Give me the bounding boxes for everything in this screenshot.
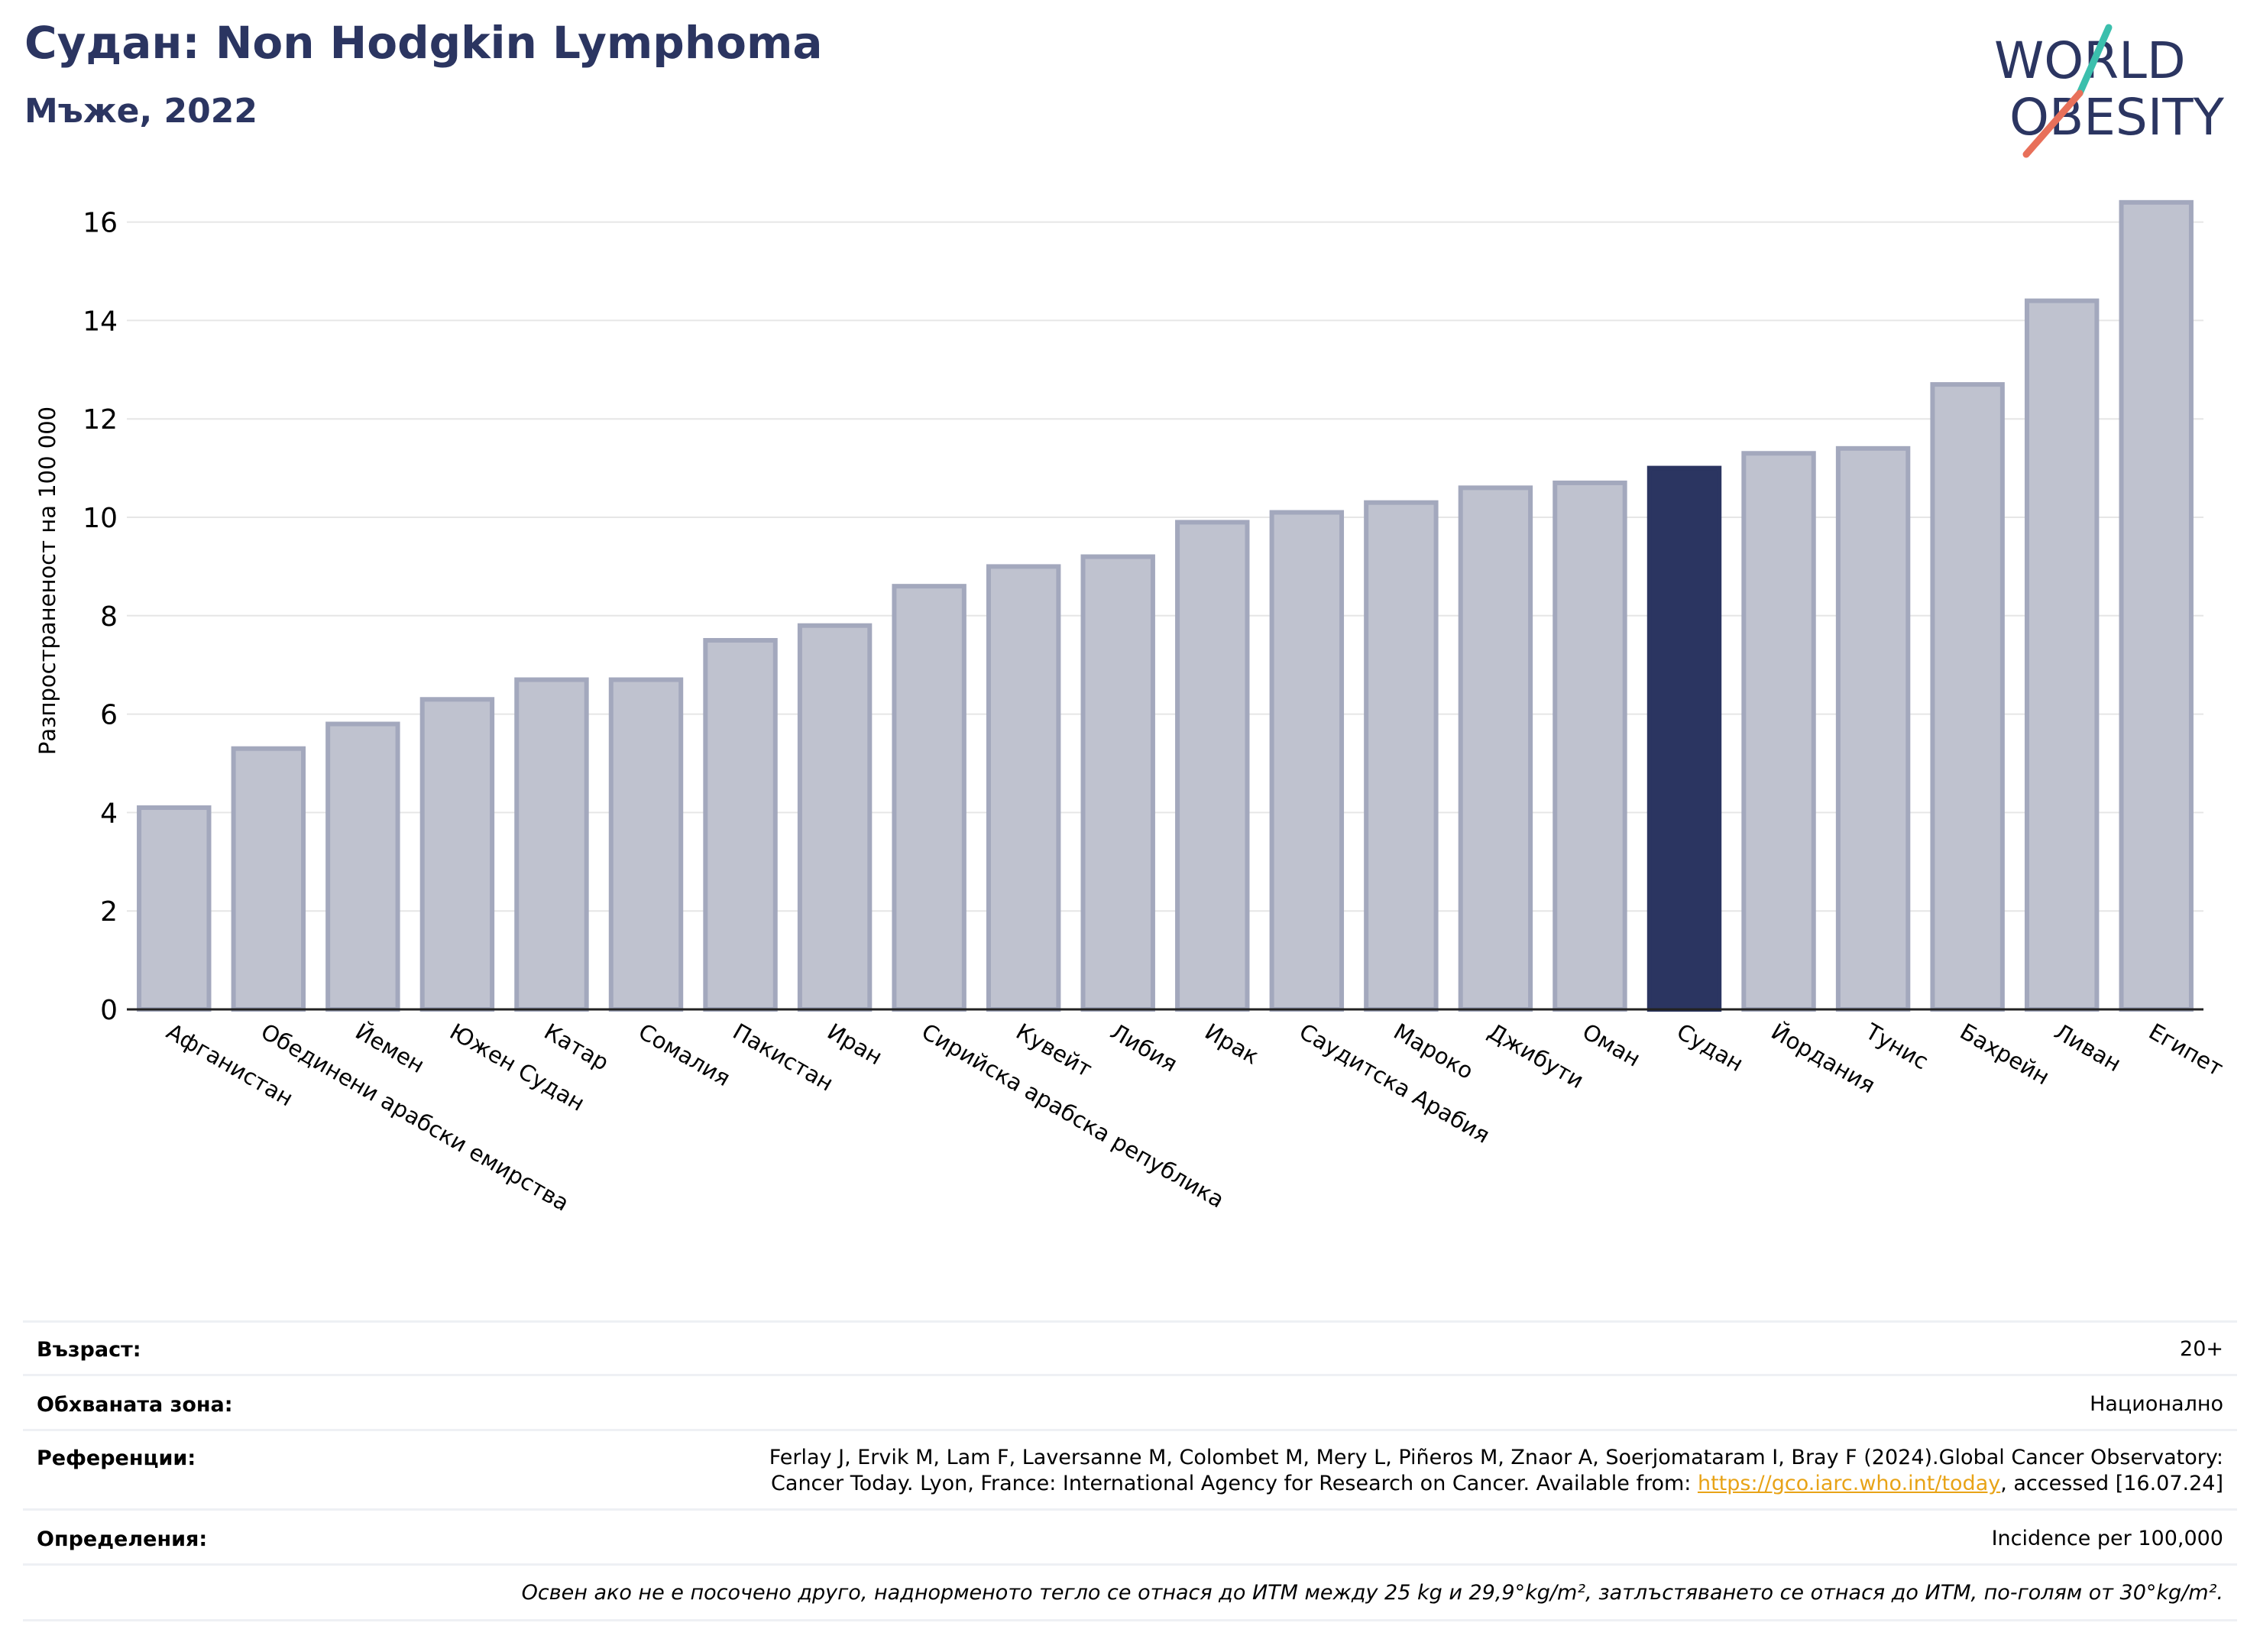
chart-subtitle: Мъже, 2022 (24, 92, 257, 131)
bar-5 (514, 677, 589, 1012)
y-tick-label: 2 (100, 896, 118, 928)
references-text: Ferlay J, Ervik M, Lam F, Laversanne M, … (769, 1445, 2223, 1497)
bar-4 (419, 697, 495, 1012)
y-axis-label: Разпространеност на 100 000 (34, 407, 60, 755)
y-tick-label: 4 (100, 798, 118, 829)
y-tick-labels: 0 2 4 6 8 10 12 14 16 (83, 208, 118, 1026)
x-tick-label: Судан (1672, 1019, 1748, 1077)
bar-17 (1646, 465, 1722, 1012)
definitions-value: Incidence per 100,000 (1991, 1527, 2223, 1550)
bar-3 (325, 721, 400, 1012)
y-tick-label: 16 (83, 208, 118, 239)
x-tick-label: Сомалия (634, 1019, 735, 1092)
footer-row-age: Възраст: 20+ (23, 1320, 2237, 1376)
y-tick-label: 14 (83, 306, 118, 337)
references-line-2-start: Cancer Today. Lyon, France: Internationa… (771, 1472, 1698, 1495)
bar-20 (1930, 382, 2005, 1012)
area-label: Обхваната зона: (37, 1393, 233, 1417)
logo-slash-coral (2022, 89, 2084, 158)
bar-1 (137, 805, 212, 1012)
bar-8 (797, 623, 873, 1012)
y-tick-label: 6 (100, 700, 118, 731)
bar-9 (892, 584, 966, 1012)
bar-7 (703, 638, 778, 1012)
x-tick-label: Пакистан (729, 1019, 838, 1096)
bar-19 (1835, 445, 1911, 1012)
bar-22 (2119, 199, 2194, 1012)
definitions-label: Определения: (37, 1527, 208, 1551)
x-tick-label: Йемен (351, 1019, 429, 1079)
bar-10 (986, 564, 1061, 1012)
x-tick-label: Тунис (1860, 1018, 1933, 1074)
bars (137, 199, 2194, 1012)
x-tick-label: Бахрейн (1956, 1019, 2054, 1090)
x-tick-label: Либия (1106, 1019, 1182, 1077)
bar-6 (608, 677, 684, 1012)
logo-text-world: WORLD (1994, 31, 2186, 90)
footer-row-area: Обхваната зона: Национално (23, 1374, 2237, 1431)
area-value: Национално (2090, 1392, 2223, 1416)
y-tick-label: 10 (83, 503, 118, 534)
y-tick-label: 12 (83, 404, 118, 436)
chart-title: Судан: Non Hodgkin Lymphoma (24, 17, 823, 69)
age-label: Възраст: (37, 1338, 141, 1362)
bar-14 (1364, 500, 1439, 1012)
x-tick-label: Оман (1578, 1019, 1645, 1072)
footer-row-note: Освен ако не е посочено друго, наднормен… (23, 1563, 2237, 1621)
x-tick-label: Катар (539, 1019, 613, 1076)
x-tick-label: Египет (2145, 1019, 2228, 1082)
bar-13 (1269, 510, 1345, 1012)
bar-16 (1553, 480, 1627, 1012)
references-line-2-end: , accessed [16.07.24] (2000, 1472, 2223, 1495)
world-obesity-logo: WORLD OBESITY (1994, 24, 2225, 158)
bar-12 (1175, 520, 1250, 1012)
x-tick-label: Йордания (1767, 1019, 1880, 1099)
references-label: Референции: (37, 1446, 196, 1470)
y-tick-label: 8 (100, 601, 118, 633)
footer-row-definitions: Определения: Incidence per 100,000 (23, 1508, 2237, 1566)
bar-21 (2024, 298, 2100, 1012)
y-tick-label: 0 (100, 995, 118, 1026)
x-tick-label: Джибути (1484, 1019, 1588, 1094)
reference-link[interactable]: https://gco.iarc.who.int/today (1697, 1472, 2001, 1495)
references-line-1: Ferlay J, Ervik M, Lam F, Laversanne M, … (769, 1446, 2223, 1469)
bar-15 (1458, 485, 1533, 1012)
x-tick-label: Ирак (1200, 1019, 1263, 1070)
logo-slash-teal (2076, 24, 2113, 97)
bar-2 (231, 746, 306, 1012)
references-line-2: Cancer Today. Lyon, France: Internationa… (769, 1471, 2223, 1497)
footnote: Освен ако не е посочено друго, наднормен… (521, 1581, 2223, 1605)
footer-row-references: Референции: Ferlay J, Ervik M, Lam F, La… (23, 1429, 2237, 1511)
x-tick-label: Ливан (2050, 1019, 2126, 1077)
bar-11 (1080, 554, 1155, 1012)
age-value: 20+ (2180, 1337, 2223, 1361)
bar-18 (1741, 451, 1816, 1012)
x-tick-label: Иран (823, 1019, 887, 1071)
